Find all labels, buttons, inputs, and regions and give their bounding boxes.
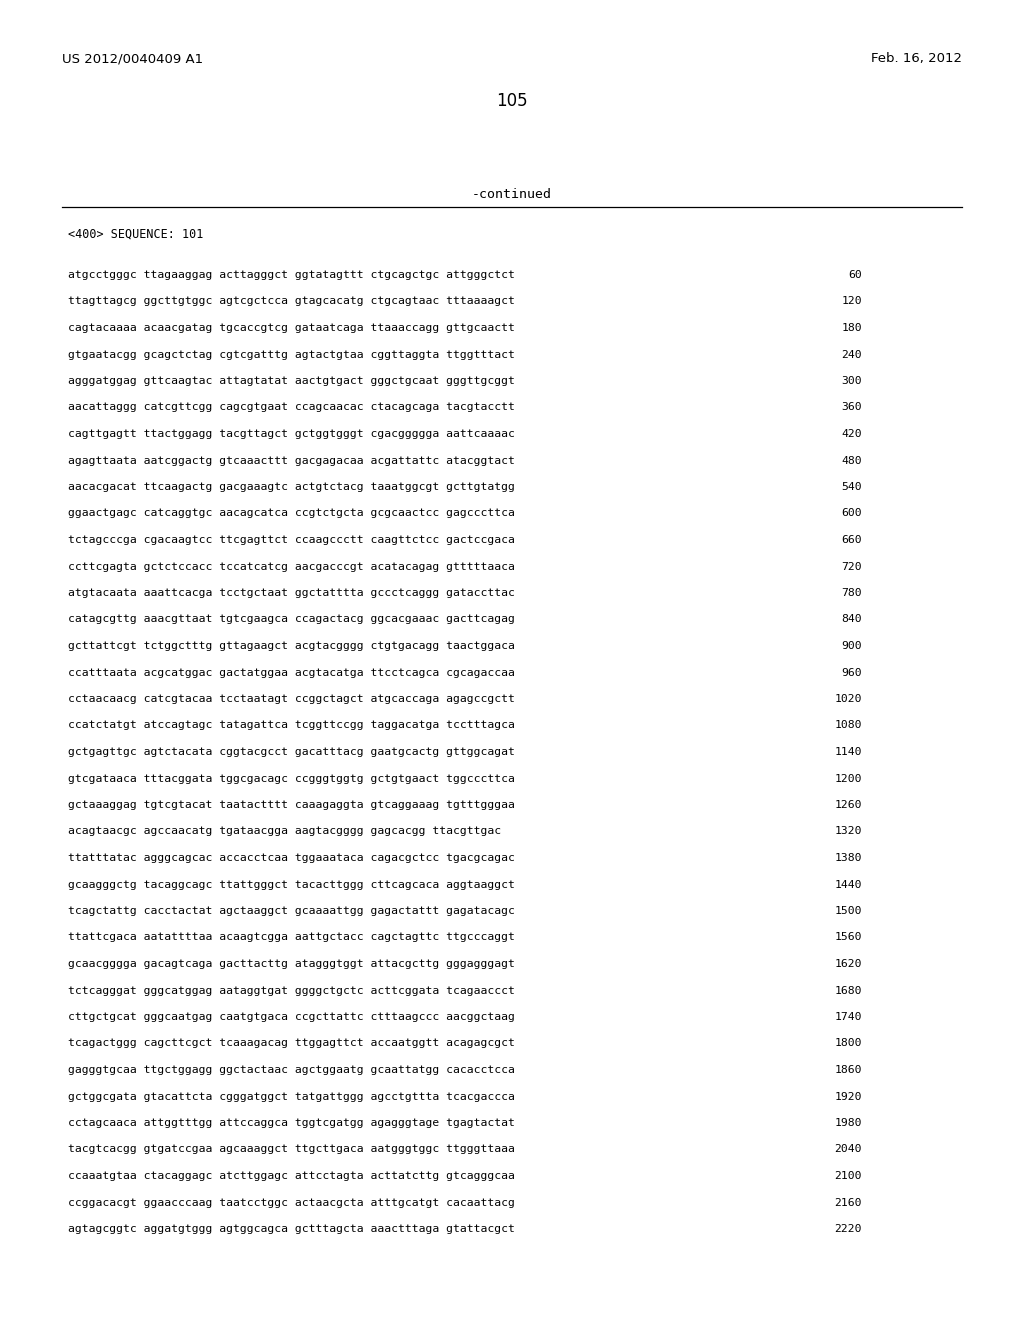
Text: ccatttaata acgcatggac gactatggaa acgtacatga ttcctcagca cgcagaccaa: ccatttaata acgcatggac gactatggaa acgtaca… (68, 668, 515, 677)
Text: 1980: 1980 (835, 1118, 862, 1129)
Text: 1860: 1860 (835, 1065, 862, 1074)
Text: 240: 240 (842, 350, 862, 359)
Text: 2220: 2220 (835, 1224, 862, 1234)
Text: 105: 105 (497, 92, 527, 110)
Text: 1500: 1500 (835, 906, 862, 916)
Text: atgcctgggc ttagaaggag acttagggct ggtatagttt ctgcagctgc attgggctct: atgcctgggc ttagaaggag acttagggct ggtatag… (68, 271, 515, 280)
Text: cagttgagtt ttactggagg tacgttagct gctggtgggt cgacggggga aattcaaaac: cagttgagtt ttactggagg tacgttagct gctggtg… (68, 429, 515, 440)
Text: gtcgataaca tttacggata tggcgacagc ccgggtggtg gctgtgaact tggcccttca: gtcgataaca tttacggata tggcgacagc ccgggtg… (68, 774, 515, 784)
Text: 1920: 1920 (835, 1092, 862, 1101)
Text: ttatttatac agggcagcac accacctcaa tggaaataca cagacgctcc tgacgcagac: ttatttatac agggcagcac accacctcaa tggaaat… (68, 853, 515, 863)
Text: 1440: 1440 (835, 879, 862, 890)
Text: gcaagggctg tacaggcagc ttattgggct tacacttggg cttcagcaca aggtaaggct: gcaagggctg tacaggcagc ttattgggct tacactt… (68, 879, 515, 890)
Text: 2040: 2040 (835, 1144, 862, 1155)
Text: 1680: 1680 (835, 986, 862, 995)
Text: ttattcgaca aatattttaa acaagtcgga aattgctacc cagctagttc ttgcccaggt: ttattcgaca aatattttaa acaagtcgga aattgct… (68, 932, 515, 942)
Text: aacacgacat ttcaagactg gacgaaagtc actgtctacg taaatggcgt gcttgtatgg: aacacgacat ttcaagactg gacgaaagtc actgtct… (68, 482, 515, 492)
Text: 300: 300 (842, 376, 862, 385)
Text: <400> SEQUENCE: 101: <400> SEQUENCE: 101 (68, 228, 204, 242)
Text: 660: 660 (842, 535, 862, 545)
Text: agggatggag gttcaagtac attagtatat aactgtgact gggctgcaat gggttgcggt: agggatggag gttcaagtac attagtatat aactgtg… (68, 376, 515, 385)
Text: aacattaggg catcgttcgg cagcgtgaat ccagcaacac ctacagcaga tacgtacctt: aacattaggg catcgttcgg cagcgtgaat ccagcaa… (68, 403, 515, 412)
Text: ccaaatgtaa ctacaggagc atcttggagc attcctagta acttatcttg gtcagggcaa: ccaaatgtaa ctacaggagc atcttggagc attccta… (68, 1171, 515, 1181)
Text: 1200: 1200 (835, 774, 862, 784)
Text: agtagcggtc aggatgtggg agtggcagca gctttagcta aaactttaga gtattacgct: agtagcggtc aggatgtggg agtggcagca gctttag… (68, 1224, 515, 1234)
Text: 60: 60 (848, 271, 862, 280)
Text: 780: 780 (842, 587, 862, 598)
Text: Feb. 16, 2012: Feb. 16, 2012 (871, 51, 962, 65)
Text: ccggacacgt ggaacccaag taatcctggc actaacgcta atttgcatgt cacaattacg: ccggacacgt ggaacccaag taatcctggc actaacg… (68, 1197, 515, 1208)
Text: catagcgttg aaacgttaat tgtcgaagca ccagactacg ggcacgaaac gacttcagag: catagcgttg aaacgttaat tgtcgaagca ccagact… (68, 615, 515, 624)
Text: 1320: 1320 (835, 826, 862, 837)
Text: ccatctatgt atccagtagc tatagattca tcggttccgg taggacatga tcctttagca: ccatctatgt atccagtagc tatagattca tcggttc… (68, 721, 515, 730)
Text: gctgagttgc agtctacata cggtacgcct gacatttacg gaatgcactg gttggcagat: gctgagttgc agtctacata cggtacgcct gacattt… (68, 747, 515, 756)
Text: tacgtcacgg gtgatccgaa agcaaaggct ttgcttgaca aatgggtggc ttgggttaaa: tacgtcacgg gtgatccgaa agcaaaggct ttgcttg… (68, 1144, 515, 1155)
Text: tcagctattg cacctactat agctaaggct gcaaaattgg gagactattt gagatacagc: tcagctattg cacctactat agctaaggct gcaaaat… (68, 906, 515, 916)
Text: gtgaatacgg gcagctctag cgtcgatttg agtactgtaa cggttaggta ttggtttact: gtgaatacgg gcagctctag cgtcgatttg agtactg… (68, 350, 515, 359)
Text: gctaaaggag tgtcgtacat taatactttt caaagaggta gtcaggaaag tgtttgggaa: gctaaaggag tgtcgtacat taatactttt caaagag… (68, 800, 515, 810)
Text: 1020: 1020 (835, 694, 862, 704)
Text: ccttcgagta gctctccacc tccatcatcg aacgacccgt acatacagag gtttttaaca: ccttcgagta gctctccacc tccatcatcg aacgacc… (68, 561, 515, 572)
Text: 900: 900 (842, 642, 862, 651)
Text: cttgctgcat gggcaatgag caatgtgaca ccgcttattc ctttaagccc aacggctaag: cttgctgcat gggcaatgag caatgtgaca ccgctta… (68, 1012, 515, 1022)
Text: 960: 960 (842, 668, 862, 677)
Text: -continued: -continued (472, 187, 552, 201)
Text: agagttaata aatcggactg gtcaaacttt gacgagacaa acgattattc atacggtact: agagttaata aatcggactg gtcaaacttt gacgaga… (68, 455, 515, 466)
Text: 1140: 1140 (835, 747, 862, 756)
Text: tcagactggg cagcttcgct tcaaagacag ttggagttct accaatggtt acagagcgct: tcagactggg cagcttcgct tcaaagacag ttggagt… (68, 1039, 515, 1048)
Text: 1800: 1800 (835, 1039, 862, 1048)
Text: tctcagggat gggcatggag aataggtgat ggggctgctc acttcggata tcagaaccct: tctcagggat gggcatggag aataggtgat ggggctg… (68, 986, 515, 995)
Text: gcttattcgt tctggctttg gttagaagct acgtacgggg ctgtgacagg taactggaca: gcttattcgt tctggctttg gttagaagct acgtacg… (68, 642, 515, 651)
Text: ggaactgagc catcaggtgc aacagcatca ccgtctgcta gcgcaactcc gagcccttca: ggaactgagc catcaggtgc aacagcatca ccgtctg… (68, 508, 515, 519)
Text: cagtacaaaa acaacgatag tgcaccgtcg gataatcaga ttaaaccagg gttgcaactt: cagtacaaaa acaacgatag tgcaccgtcg gataatc… (68, 323, 515, 333)
Text: 180: 180 (842, 323, 862, 333)
Text: US 2012/0040409 A1: US 2012/0040409 A1 (62, 51, 203, 65)
Text: gctggcgata gtacattcta cgggatggct tatgattggg agcctgttta tcacgaccca: gctggcgata gtacattcta cgggatggct tatgatt… (68, 1092, 515, 1101)
Text: gcaacgggga gacagtcaga gacttacttg atagggtggt attacgcttg gggagggagt: gcaacgggga gacagtcaga gacttacttg atagggt… (68, 960, 515, 969)
Text: 1740: 1740 (835, 1012, 862, 1022)
Text: 360: 360 (842, 403, 862, 412)
Text: 840: 840 (842, 615, 862, 624)
Text: cctagcaaca attggtttgg attccaggca tggtcgatgg agagggtage tgagtactat: cctagcaaca attggtttgg attccaggca tggtcga… (68, 1118, 515, 1129)
Text: 120: 120 (842, 297, 862, 306)
Text: ttagttagcg ggcttgtggc agtcgctcca gtagcacatg ctgcagtaac tttaaaagct: ttagttagcg ggcttgtggc agtcgctcca gtagcac… (68, 297, 515, 306)
Text: 1620: 1620 (835, 960, 862, 969)
Text: 420: 420 (842, 429, 862, 440)
Text: 1380: 1380 (835, 853, 862, 863)
Text: 2100: 2100 (835, 1171, 862, 1181)
Text: 480: 480 (842, 455, 862, 466)
Text: 2160: 2160 (835, 1197, 862, 1208)
Text: atgtacaata aaattcacga tcctgctaat ggctatttta gccctcaggg gataccttac: atgtacaata aaattcacga tcctgctaat ggctatt… (68, 587, 515, 598)
Text: tctagcccga cgacaagtcc ttcgagttct ccaagccctt caagttctcc gactccgaca: tctagcccga cgacaagtcc ttcgagttct ccaagcc… (68, 535, 515, 545)
Text: 540: 540 (842, 482, 862, 492)
Text: 1560: 1560 (835, 932, 862, 942)
Text: 720: 720 (842, 561, 862, 572)
Text: 1260: 1260 (835, 800, 862, 810)
Text: cctaacaacg catcgtacaa tcctaatagt ccggctagct atgcaccaga agagccgctt: cctaacaacg catcgtacaa tcctaatagt ccggcta… (68, 694, 515, 704)
Text: acagtaacgc agccaacatg tgataacgga aagtacgggg gagcacgg ttacgttgac: acagtaacgc agccaacatg tgataacgga aagtacg… (68, 826, 501, 837)
Text: 1080: 1080 (835, 721, 862, 730)
Text: 600: 600 (842, 508, 862, 519)
Text: gagggtgcaa ttgctggagg ggctactaac agctggaatg gcaattatgg cacacctcca: gagggtgcaa ttgctggagg ggctactaac agctgga… (68, 1065, 515, 1074)
